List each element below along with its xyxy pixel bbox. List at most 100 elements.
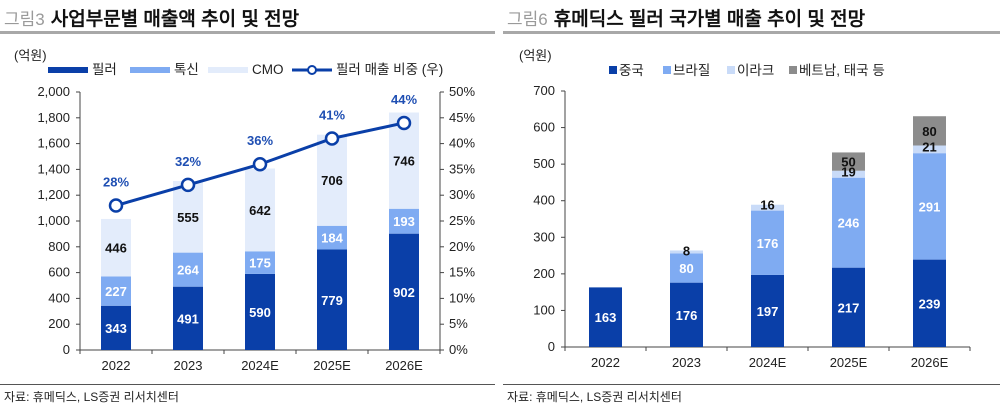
y-axis-unit-label: (억원) [519, 48, 552, 63]
y2-tick-label: 40% [449, 136, 475, 151]
bar-CMO-2022 [101, 218, 131, 277]
bar-브라질-2024E [751, 210, 784, 275]
figure-3-number: 그림3 [4, 10, 45, 29]
x-tick-label: 2025E [830, 355, 868, 370]
y-tick-label: 300 [533, 229, 555, 244]
y-tick-label: 200 [533, 266, 555, 281]
share-marker [324, 131, 340, 146]
bar-value-label: 706 [321, 173, 343, 188]
y2-tick-label: 45% [449, 110, 475, 125]
legend-swatch-2 [208, 67, 248, 73]
legend-swatch-0 [48, 67, 88, 73]
bar-value-label: 491 [177, 311, 199, 326]
y-tick-label: 800 [48, 239, 70, 254]
y-tick-label: 1,800 [37, 110, 70, 125]
filler-sales-by-country-chart: (억원) 중국 브라질 이라크 베트남, 태국 등 0 100 200 300 400 500 600… [519, 48, 971, 370]
y-tick-label: 1,400 [37, 161, 70, 176]
bar-톡신-2025E [317, 225, 347, 250]
bar-value-label: 239 [919, 296, 941, 311]
bar-value-label: 779 [321, 293, 343, 308]
figure-3-panel: 그림3 사업부문별 매출액 추이 및 전망 (억원) 필러 톡신 CMO 필러 매출 비중… [0, 0, 495, 411]
share-value-label: 32% [175, 154, 201, 169]
sales-by-segment-chart: (억원) 필러 톡신 CMO 필러 매출 비중 (우) 0 200 400 600 800 1,00… [14, 48, 475, 373]
legend-label-0: 중국 [619, 63, 644, 78]
bar-value-label: 8 [683, 243, 690, 258]
y2-tick-label: 0% [449, 342, 468, 357]
share-marker [180, 177, 196, 193]
legend-marker-swatch [307, 65, 317, 75]
bar-value-label: 264 [177, 263, 199, 278]
source-divider [0, 384, 495, 385]
bar-필러-2023 [173, 286, 203, 350]
bar-중국-2022 [589, 287, 622, 347]
bar-필러-2024E [245, 273, 275, 350]
bar-이라크-2026E [913, 145, 946, 154]
y-tick-label: 2,000 [37, 84, 70, 99]
bar-value-label: 80 [679, 261, 693, 276]
bar-value-label: 217 [838, 300, 860, 315]
bar-value-label: 21 [922, 139, 936, 154]
figure-6-panel: 그림6 휴메딕스 필러 국가별 매출 추이 및 전망 (억원) 중국 브라질 이라크 베트… [503, 0, 1000, 411]
bar-CMO-2023 [173, 181, 203, 253]
y-tick-label: 1,000 [37, 213, 70, 228]
bar-value-label: 746 [393, 154, 415, 169]
bar-CMO-2025E [317, 134, 347, 226]
y-tick-label: 0 [548, 339, 555, 354]
bar-베트남, 태국 등-2026E [913, 116, 946, 146]
x-tick-label: 2023 [174, 358, 203, 373]
x-tick-label: 2025E [313, 358, 351, 373]
bar-중국-2023 [670, 282, 703, 347]
share-marker [396, 115, 412, 131]
bar-value-label: 555 [177, 210, 199, 225]
bar-톡신-2024E [245, 251, 275, 274]
bar-value-label: 197 [757, 304, 779, 319]
legend-label-2: CMO [252, 62, 284, 77]
legend-label-1: 브라질 [673, 63, 710, 78]
bar-필러-2026E [389, 233, 419, 350]
figure-3-title: 그림3 사업부문별 매출액 추이 및 전망 [4, 4, 299, 31]
x-tick-label: 2024E [241, 358, 279, 373]
bar-톡신-2022 [101, 276, 131, 306]
bar-이라크-2025E [832, 170, 865, 178]
share-marker [252, 156, 268, 172]
y-axis-unit-label: (억원) [14, 48, 47, 63]
x-tick-label: 2026E [385, 358, 423, 373]
share-value-label: 36% [247, 133, 273, 148]
bar-value-label: 163 [595, 310, 617, 325]
source-divider [503, 384, 1000, 385]
bar-중국-2024E [751, 274, 784, 347]
y-tick-label: 1,200 [37, 187, 70, 202]
bar-브라질-2026E [913, 153, 946, 260]
y-tick-label: 200 [48, 316, 70, 331]
bar-value-label: 16 [760, 198, 774, 213]
y-tick-label: 400 [48, 290, 70, 305]
bar-중국-2026E [913, 259, 946, 347]
legend-label-3: 베트남, 태국 등 [799, 63, 885, 78]
bar-value-label: 642 [249, 203, 271, 218]
share-value-label: 41% [319, 107, 345, 122]
y2-tick-label: 5% [449, 316, 468, 331]
bar-톡신-2023 [173, 252, 203, 287]
y2-tick-label: 50% [449, 84, 475, 99]
y2-tick-label: 35% [449, 161, 475, 176]
share-value-label: 44% [391, 92, 417, 107]
bar-필러-2025E [317, 249, 347, 350]
y-tick-label: 600 [48, 265, 70, 280]
bar-value-label: 227 [105, 284, 127, 299]
legend-label-2: 이라크 [737, 63, 774, 78]
bar-value-label: 175 [249, 256, 271, 271]
bar-CMO-2024E [245, 168, 275, 252]
bar-value-label: 291 [919, 199, 941, 214]
bar-필러-2022 [101, 305, 131, 350]
y2-tick-label: 30% [449, 187, 475, 202]
bar-value-label: 902 [393, 285, 415, 300]
bar-톡신-2026E [389, 208, 419, 234]
y-tick-label: 400 [533, 193, 555, 208]
title-divider [503, 31, 1000, 34]
y-tick-label: 700 [533, 83, 555, 98]
bar-value-label: 184 [321, 231, 343, 246]
bar-이라크-2023 [670, 250, 703, 254]
y2-tick-label: 10% [449, 290, 475, 305]
x-tick-label: 2022 [102, 358, 131, 373]
bar-베트남, 태국 등-2025E [832, 152, 865, 171]
